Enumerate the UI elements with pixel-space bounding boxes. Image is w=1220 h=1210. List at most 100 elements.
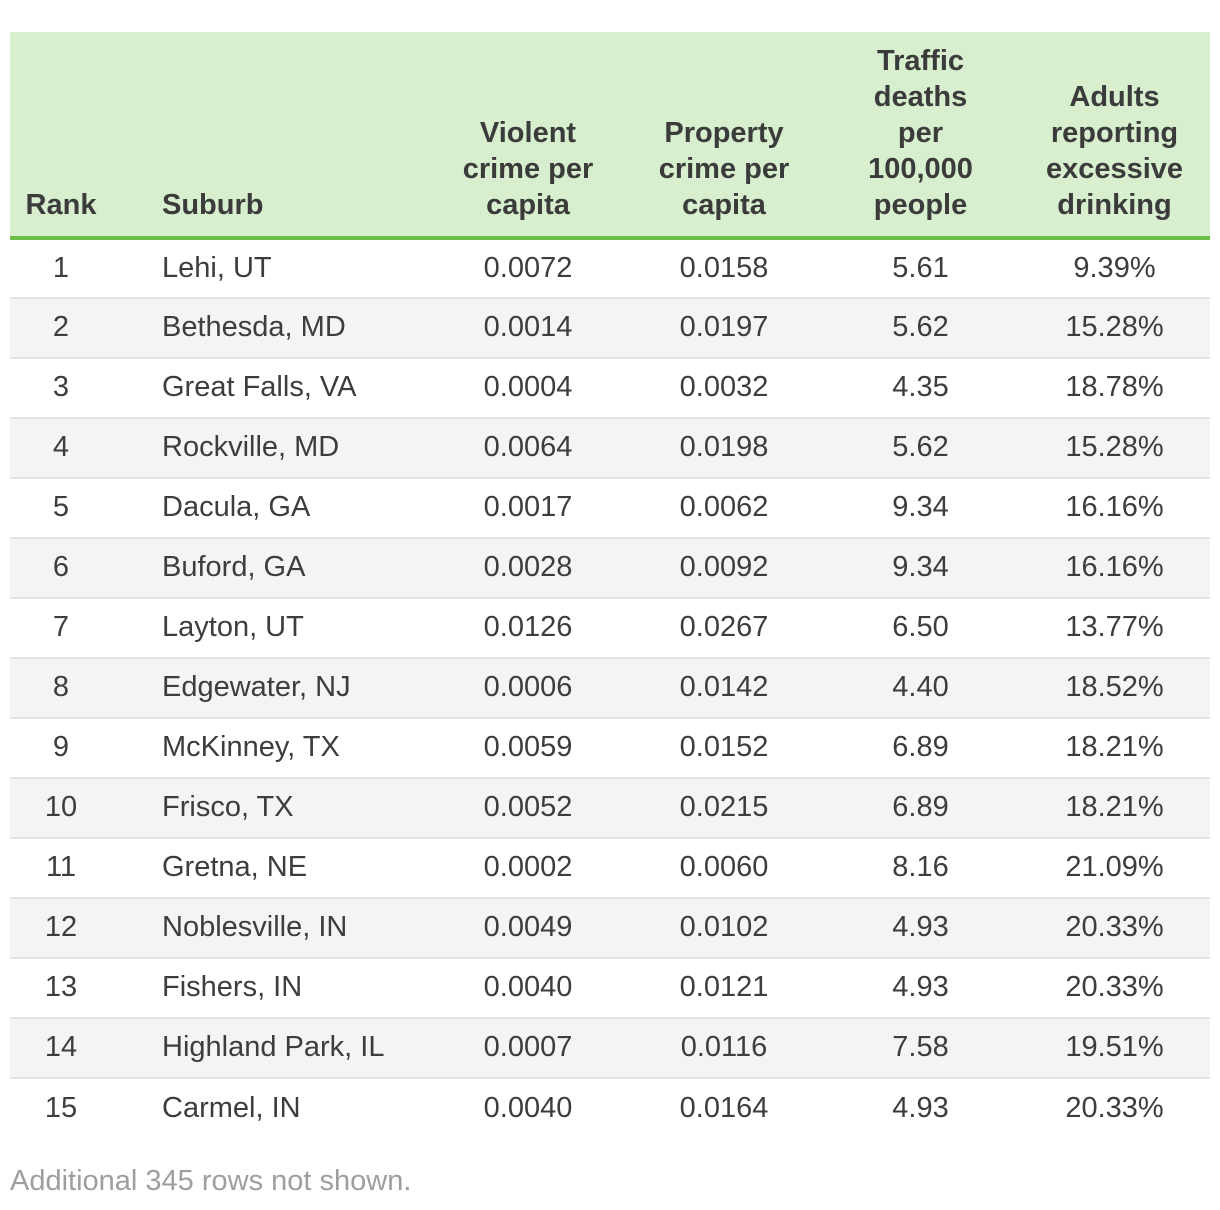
property-cell: 0.0267 — [626, 596, 822, 658]
violent-cell: 0.0014 — [430, 296, 626, 358]
traffic-cell: 6.50 — [822, 596, 1019, 658]
violent-cell: 0.0040 — [430, 956, 626, 1018]
violent-cell: 0.0006 — [430, 656, 626, 718]
rank-cell: 5 — [10, 476, 112, 538]
rank-cell: 15 — [10, 1076, 112, 1138]
table-row: 12 Noblesville, IN 0.0049 0.0102 4.93 20.33% — [10, 896, 1210, 958]
property-cell: 0.0060 — [626, 836, 822, 898]
rank-cell: 3 — [10, 356, 112, 418]
traffic-cell: 9.34 — [822, 476, 1019, 538]
traffic-cell: 5.62 — [822, 416, 1019, 478]
rank-cell: 4 — [10, 416, 112, 478]
violent-cell: 0.0049 — [430, 896, 626, 958]
traffic-cell: 4.93 — [822, 1076, 1019, 1138]
table-row: 14 Highland Park, IL 0.0007 0.0116 7.58 19.51… — [10, 1016, 1210, 1078]
property-cell: 0.0142 — [626, 656, 822, 718]
drinking-cell: 15.28% — [1019, 416, 1210, 478]
drinking-cell: 20.33% — [1019, 896, 1210, 958]
property-cell: 0.0121 — [626, 956, 822, 1018]
suburb-cell: Gretna, NE — [112, 836, 430, 898]
drinking-cell: 15.28% — [1019, 296, 1210, 358]
rank-cell: 11 — [10, 836, 112, 898]
violent-cell: 0.0007 — [430, 1016, 626, 1078]
column-header-traffic: Traffic deaths per 100,000 people — [822, 32, 1019, 240]
traffic-cell: 8.16 — [822, 836, 1019, 898]
table-row: 2 Bethesda, MD 0.0014 0.0197 5.62 15.28% — [10, 296, 1210, 358]
table-row: 7 Layton, UT 0.0126 0.0267 6.50 13.77% — [10, 596, 1210, 658]
property-cell: 0.0102 — [626, 896, 822, 958]
suburb-cell: Layton, UT — [112, 596, 430, 658]
property-cell: 0.0092 — [626, 536, 822, 598]
table-row: 5 Dacula, GA 0.0017 0.0062 9.34 16.16% — [10, 476, 1210, 538]
traffic-cell: 5.62 — [822, 296, 1019, 358]
rank-cell: 1 — [52, 251, 70, 284]
violent-cell: 0.0004 — [430, 356, 626, 418]
rank-cell: 2 — [10, 296, 112, 358]
drinking-cell: 18.52% — [1019, 656, 1210, 718]
violent-cell: 0.0126 — [430, 596, 626, 658]
table-row: 11 Gretna, NE 0.0002 0.0060 8.16 21.09% — [10, 836, 1210, 898]
table-body: 1 Lehi, UT 0.0072 0.0158 5.61 9.39% 2 Bethesda,… — [10, 238, 1210, 1138]
violent-cell: 0.0064 — [430, 416, 626, 478]
suburb-cell: Frisco, TX — [112, 776, 430, 838]
suburb-cell: Edgewater, NJ — [112, 656, 430, 718]
drinking-cell: 16.16% — [1019, 476, 1210, 538]
drinking-cell: 19.51% — [1019, 1016, 1210, 1078]
violent-cell: 0.0052 — [430, 776, 626, 838]
drinking-cell: 9.39% — [1073, 251, 1156, 284]
property-cell: 0.0197 — [626, 296, 822, 358]
suburb-cell: Fishers, IN — [112, 956, 430, 1018]
drinking-cell: 13.77% — [1019, 596, 1210, 658]
rank-cell: 12 — [10, 896, 112, 958]
table-row: 8 Edgewater, NJ 0.0006 0.0142 4.40 18.52% — [10, 656, 1210, 718]
drinking-cell: 20.33% — [1019, 956, 1210, 1018]
violent-cell: 0.0017 — [430, 476, 626, 538]
rank-cell: 6 — [10, 536, 112, 598]
suburb-cell: Dacula, GA — [112, 476, 430, 538]
traffic-cell: 6.89 — [822, 716, 1019, 778]
column-header-violent: Violent crime per capita — [430, 32, 626, 240]
rank-cell: 13 — [10, 956, 112, 1018]
drinking-cell: 18.21% — [1019, 716, 1210, 778]
column-header-suburb: Suburb — [112, 32, 430, 240]
table-row: 3 Great Falls, VA 0.0004 0.0032 4.35 18.78% — [10, 356, 1210, 418]
table-row: 1 Lehi, UT 0.0072 0.0158 5.61 9.39% — [10, 238, 1210, 298]
violent-cell: 0.0002 — [430, 836, 626, 898]
table-row: 10 Frisco, TX 0.0052 0.0215 6.89 18.21% — [10, 776, 1210, 838]
rank-cell: 7 — [10, 596, 112, 658]
table-row: 4 Rockville, MD 0.0064 0.0198 5.62 15.28% — [10, 416, 1210, 478]
drinking-cell: 18.21% — [1019, 776, 1210, 838]
table-row: 13 Fishers, IN 0.0040 0.0121 4.93 20.33% — [10, 956, 1210, 1018]
drinking-cell: 21.09% — [1019, 836, 1210, 898]
table-row: 6 Buford, GA 0.0028 0.0092 9.34 16.16% — [10, 536, 1210, 598]
suburb-cell: Lehi, UT — [162, 251, 272, 284]
violent-cell: 0.0059 — [430, 716, 626, 778]
violent-cell: 0.0040 — [430, 1076, 626, 1138]
suburb-cell: Carmel, IN — [112, 1076, 430, 1138]
suburb-cell: Highland Park, IL — [112, 1016, 430, 1078]
property-cell: 0.0032 — [626, 356, 822, 418]
property-cell: 0.0164 — [626, 1076, 822, 1138]
property-cell: 0.0062 — [626, 476, 822, 538]
rank-cell: 14 — [10, 1016, 112, 1078]
column-header-rank: Rank — [10, 32, 112, 240]
traffic-cell: 6.89 — [822, 776, 1019, 838]
suburb-rankings-table: Rank Suburb Violent crime per capita Proper… — [10, 32, 1210, 1138]
violent-cell: 0.0072 — [483, 251, 573, 284]
traffic-cell: 4.93 — [822, 896, 1019, 958]
table-header-row: Rank Suburb Violent crime per capita Proper… — [10, 32, 1210, 240]
rank-cell: 9 — [10, 716, 112, 778]
property-cell: 0.0215 — [626, 776, 822, 838]
rows-not-shown-note: Additional 345 rows not shown. — [10, 1164, 412, 1197]
column-header-drinking: Adults reporting excessive drinking — [1019, 32, 1210, 240]
suburb-cell: Rockville, MD — [112, 416, 430, 478]
property-cell: 0.0152 — [626, 716, 822, 778]
suburb-cell: Bethesda, MD — [112, 296, 430, 358]
suburb-cell: McKinney, TX — [112, 716, 430, 778]
drinking-cell: 16.16% — [1019, 536, 1210, 598]
traffic-cell: 4.40 — [822, 656, 1019, 718]
traffic-cell: 4.35 — [822, 356, 1019, 418]
suburb-cell: Noblesville, IN — [112, 896, 430, 958]
rank-cell: 8 — [10, 656, 112, 718]
